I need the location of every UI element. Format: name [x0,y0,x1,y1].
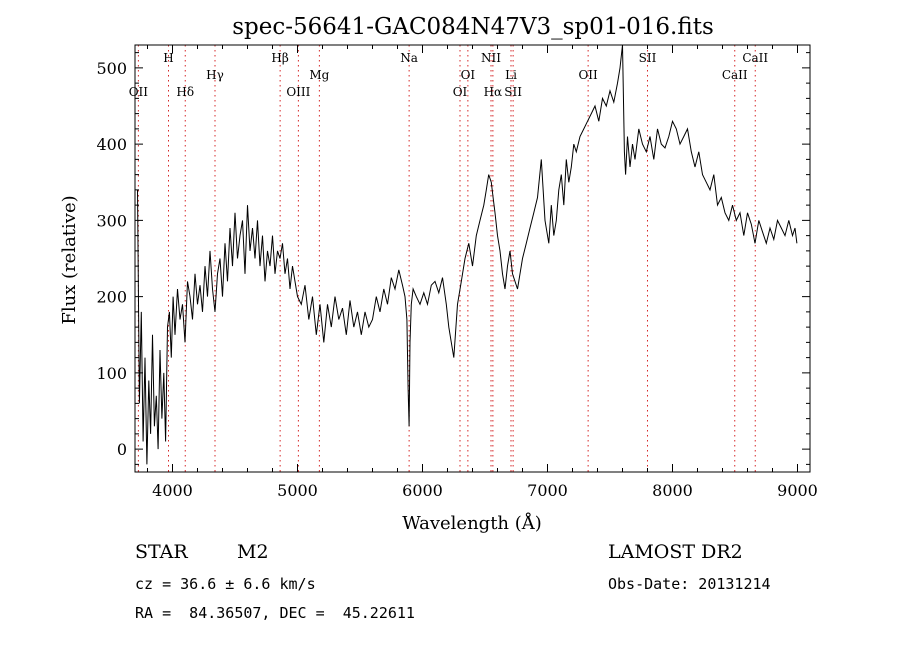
y-tick-label-3: 300 [96,211,127,230]
x-tick-label-1: 5000 [277,481,318,500]
subclass: M2 [237,541,269,563]
object-type: STAR [135,541,188,563]
y-tick-label-1: 100 [96,364,127,383]
line-label-4: Hβ [271,51,288,65]
x-tick-label-4: 8000 [652,481,693,500]
line-label-6: Mg [309,68,329,82]
y-tick-label-2: 200 [96,288,127,307]
line-label-14: OII [578,68,598,82]
redshift-cz: cz = 36.6 ± 6.6 km/s [135,575,316,593]
survey-name: LAMOST DR2 [608,541,743,563]
spectrum-line [137,44,798,465]
plot-frame [134,44,811,473]
y-tick-label-4: 400 [96,135,127,154]
line-label-9: OI [461,68,476,82]
line-label-11: Hα [484,85,503,99]
y-tick-label-0: 0 [117,440,127,459]
line-markers [137,45,756,472]
line-label-5: OIII [286,85,310,99]
y-tick-label-5: 500 [96,59,127,78]
line-label-13: SII [504,85,522,99]
line-label-17: CaII [742,51,768,65]
line-label-12: Li [505,68,517,82]
line-label-2: Hδ [176,85,194,99]
chart-title: spec-56641-GAC084N47V3_sp01-016.fits [232,14,714,40]
axis-ticks [135,45,810,472]
x-tick-label-0: 4000 [152,481,193,500]
axis-tick-labels: 4000 5000 6000 7000 8000 9000 0 100 200 300 400 500 [96,59,817,500]
line-label-7: Na [400,51,418,65]
x-tick-label-3: 7000 [527,481,568,500]
line-label-8: OI [453,85,468,99]
x-axis-label: Wavelength (Å) [402,512,542,534]
line-label-10: NII [481,51,501,65]
line-label-16: CaII [722,68,748,82]
obs-date: Obs-Date: 20131214 [608,575,771,593]
line-label-0: OII [129,85,149,99]
line-label-15: SII [639,51,657,65]
x-tick-label-2: 6000 [402,481,443,500]
line-label-3: Hγ [206,68,224,82]
line-label-1: H [163,51,173,65]
y-axis-label: Flux (relative) [59,195,80,324]
x-tick-label-5: 9000 [777,481,818,500]
coordinates: RA = 84.36507, DEC = 45.22611 [135,604,415,622]
